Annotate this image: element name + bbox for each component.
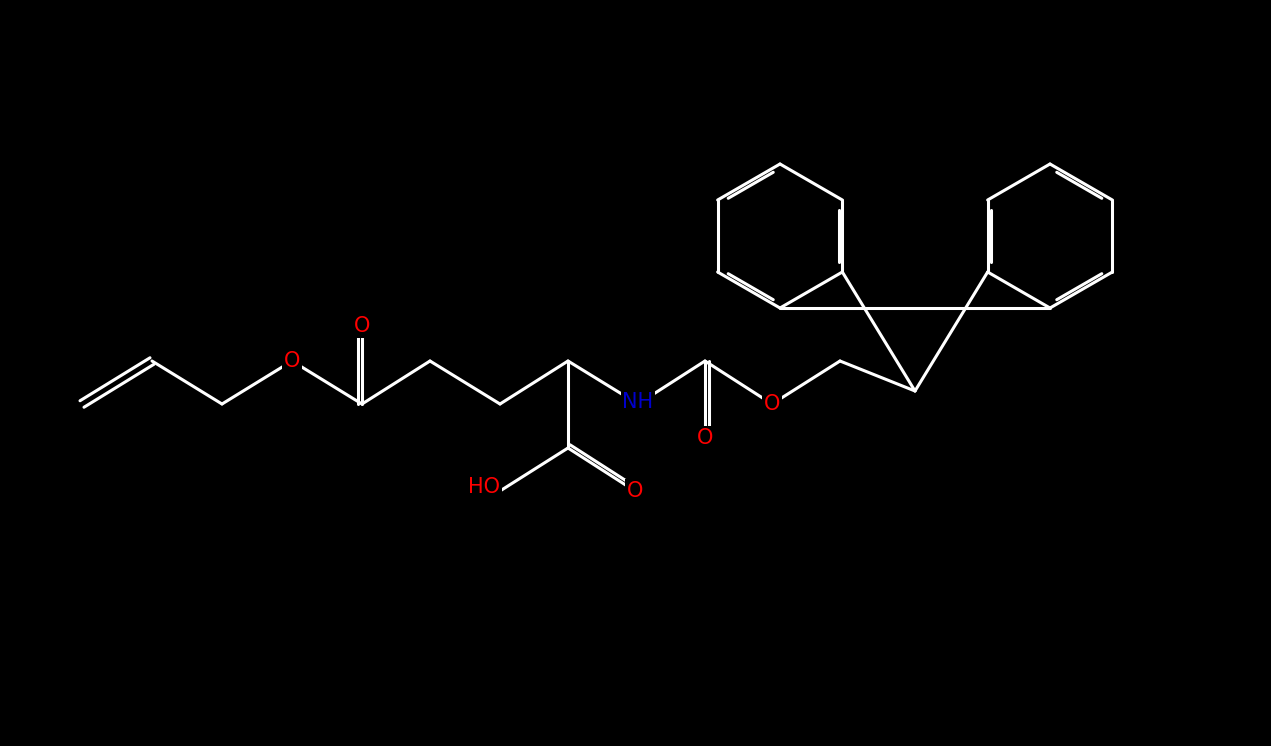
- Text: O: O: [764, 394, 780, 414]
- Text: HO: HO: [468, 477, 500, 497]
- Text: O: O: [353, 316, 370, 336]
- Text: O: O: [283, 351, 300, 371]
- Text: O: O: [627, 481, 643, 501]
- Text: O: O: [697, 428, 713, 448]
- Text: NH: NH: [623, 392, 653, 412]
